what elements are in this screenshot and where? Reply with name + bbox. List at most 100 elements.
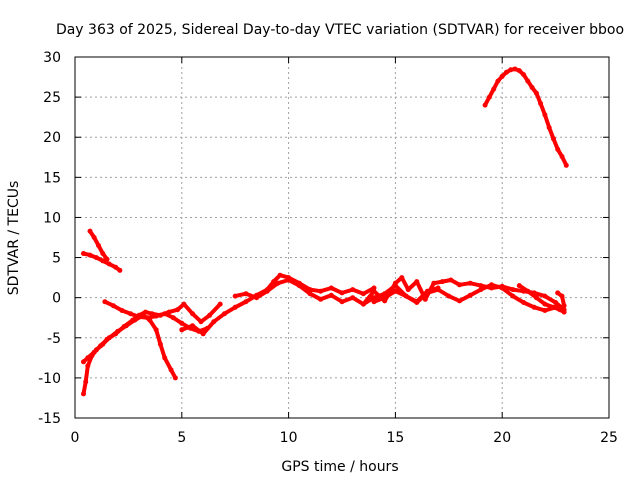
data-point: [136, 314, 142, 320]
data-point: [371, 288, 377, 294]
data-point: [516, 283, 522, 289]
data-point: [542, 293, 548, 299]
data-point: [499, 285, 505, 291]
data-point: [510, 287, 516, 293]
y-tick-label: -15: [38, 411, 61, 427]
grid: [75, 57, 609, 418]
data-point: [405, 287, 411, 293]
data-point: [489, 282, 494, 288]
data-point: [318, 288, 324, 294]
data-point: [561, 309, 567, 315]
data-point: [179, 320, 185, 326]
data-point: [264, 288, 270, 294]
x-tick-label: 25: [600, 430, 618, 446]
y-tick-label: 5: [52, 251, 61, 267]
data-point: [531, 304, 537, 310]
data-point: [277, 272, 283, 278]
data-point: [328, 285, 334, 291]
data-point: [145, 315, 151, 321]
data-point: [350, 287, 356, 293]
data-point: [382, 295, 388, 301]
data-point: [153, 327, 159, 333]
data-point: [81, 391, 86, 397]
data-point: [467, 280, 473, 286]
y-tick-label: 20: [43, 130, 61, 146]
data-point: [104, 336, 110, 342]
y-axis: -15 -10 -5 0 5 10 15 20 25 30: [38, 50, 609, 427]
data-point: [525, 288, 531, 294]
data-point: [371, 295, 377, 301]
data-point: [207, 312, 213, 318]
data-point: [87, 228, 93, 234]
data-point: [87, 252, 93, 258]
data-point: [478, 287, 484, 293]
data-point: [119, 308, 125, 313]
data-point: [350, 295, 356, 301]
data-point: [446, 293, 452, 299]
data-point: [217, 301, 223, 307]
data-point: [542, 301, 548, 307]
data-point: [551, 136, 556, 142]
data-point: [542, 308, 548, 313]
data-point: [557, 307, 563, 313]
data-point: [457, 298, 462, 304]
data-point: [153, 313, 159, 319]
data-point: [499, 73, 505, 79]
data-point: [403, 293, 409, 299]
data-point: [81, 359, 86, 365]
y-tick-label: -5: [47, 331, 61, 347]
data-point: [495, 78, 501, 84]
data-point: [392, 288, 398, 294]
data-point: [128, 311, 133, 317]
data-point: [546, 125, 552, 131]
data-point: [83, 379, 89, 385]
data-point: [190, 323, 195, 329]
data-point: [211, 319, 217, 325]
y-tick-label: 15: [43, 170, 61, 186]
x-tick-label: 5: [177, 430, 186, 446]
data-point: [491, 86, 497, 92]
plot-frame: [74, 56, 610, 419]
data-point: [435, 287, 441, 293]
data-point: [360, 301, 366, 307]
data-point: [563, 162, 569, 168]
data-point: [559, 293, 565, 299]
data-point: [175, 307, 180, 313]
data-point: [399, 275, 405, 281]
data-point: [168, 367, 174, 373]
data-point: [542, 112, 548, 118]
data-point: [508, 67, 514, 73]
data-point: [232, 304, 238, 310]
data-point: [81, 251, 86, 256]
data-point: [100, 251, 106, 256]
data-point: [328, 292, 334, 298]
data-point: [198, 319, 204, 325]
data-point: [286, 277, 292, 283]
x-tick-label: 0: [71, 430, 80, 446]
data-point: [130, 317, 136, 323]
data-point: [172, 375, 178, 381]
data-point: [431, 280, 437, 286]
data-point: [553, 300, 559, 305]
data-point: [222, 311, 227, 317]
data-point: [243, 291, 249, 297]
data-point: [504, 69, 509, 75]
data-point: [271, 279, 277, 285]
data-point: [254, 295, 260, 301]
data-point: [117, 267, 123, 273]
data-point: [467, 292, 473, 298]
data-point: [232, 293, 238, 299]
data-point: [190, 311, 195, 317]
data-point: [339, 299, 345, 305]
data-point: [486, 94, 492, 100]
data-point: [106, 261, 112, 267]
data-point: [533, 90, 539, 96]
data-point: [510, 293, 516, 299]
data-point: [121, 324, 127, 329]
data-point: [529, 85, 535, 90]
data-point: [339, 290, 345, 296]
data-point: [538, 101, 544, 106]
chart-title: Day 363 of 2025, Sidereal Day-to-day VTE…: [56, 22, 624, 38]
data-point: [104, 256, 110, 262]
